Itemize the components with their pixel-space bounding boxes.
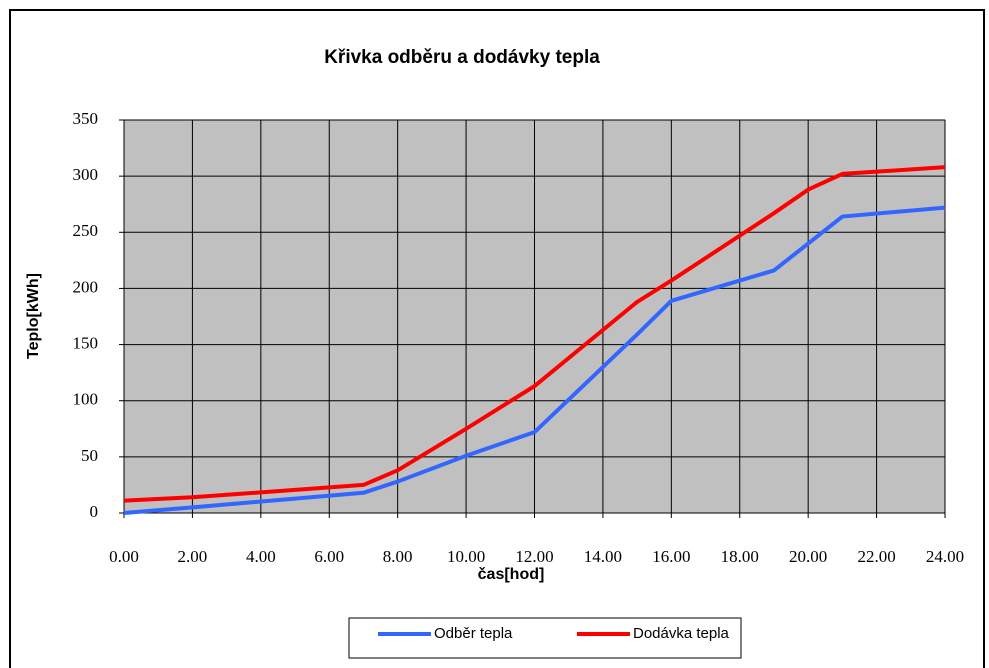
x-tick-label: 10.00 [447, 547, 485, 566]
y-tick-label: 50 [81, 446, 98, 465]
x-tick-label: 12.00 [515, 547, 553, 566]
series-line [123, 165, 946, 503]
series-line [123, 205, 946, 515]
x-tick-label: 6.00 [314, 547, 344, 566]
y-axis-label: Teplo[kWh] [25, 273, 42, 359]
y-tick-label: 200 [73, 277, 99, 296]
y-tick-label: 150 [73, 333, 99, 352]
x-axis-label: čas[hod] [478, 566, 545, 583]
x-tick-label: 2.00 [178, 547, 208, 566]
x-tick-label: 18.00 [721, 547, 759, 566]
x-tick-label: 0.00 [109, 547, 139, 566]
x-tick-label: 16.00 [652, 547, 690, 566]
legend [348, 617, 742, 659]
legend-label: Dodávka tepla [633, 625, 730, 642]
y-tick-label: 0 [90, 502, 99, 521]
legend-label: Odběr tepla [434, 625, 513, 642]
x-tick-label: 24.00 [926, 547, 964, 566]
x-tick-label: 4.00 [246, 547, 276, 566]
x-tick-label: 14.00 [584, 547, 622, 566]
y-tick-label: 100 [73, 390, 99, 409]
x-tick-label: 8.00 [383, 547, 413, 566]
y-tick-label: 350 [73, 109, 99, 128]
x-tick-label: 22.00 [857, 547, 895, 566]
chart-title: Křivka odběru a dodávky tepla [324, 47, 600, 68]
x-tick-label: 20.00 [789, 547, 827, 566]
y-tick-label: 300 [73, 165, 99, 184]
y-tick-label: 250 [73, 221, 99, 240]
